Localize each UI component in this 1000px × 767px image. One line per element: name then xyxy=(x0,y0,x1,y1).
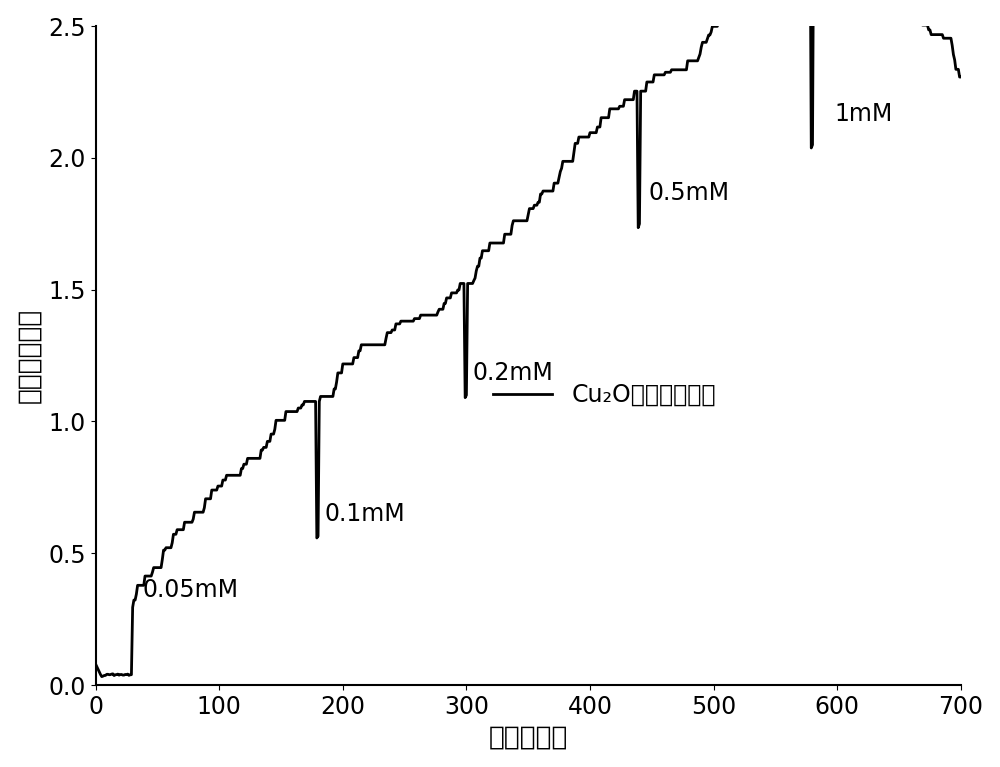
Text: 1mM: 1mM xyxy=(835,102,893,127)
Y-axis label: 电流（毫安）: 电流（毫安） xyxy=(17,308,43,403)
X-axis label: 时间（秒）: 时间（秒） xyxy=(489,724,568,750)
Text: 0.5mM: 0.5mM xyxy=(648,181,729,206)
Legend: Cu₂O蛋黄壳纳米球: Cu₂O蛋黄壳纳米球 xyxy=(484,374,725,416)
Text: 0.2mM: 0.2mM xyxy=(473,360,553,384)
Text: 0.05mM: 0.05mM xyxy=(143,578,239,602)
Text: 0.1mM: 0.1mM xyxy=(324,502,405,525)
